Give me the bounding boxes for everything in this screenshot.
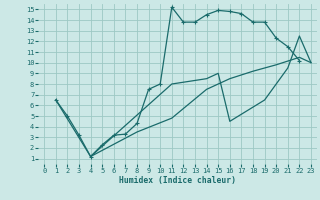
- X-axis label: Humidex (Indice chaleur): Humidex (Indice chaleur): [119, 176, 236, 185]
